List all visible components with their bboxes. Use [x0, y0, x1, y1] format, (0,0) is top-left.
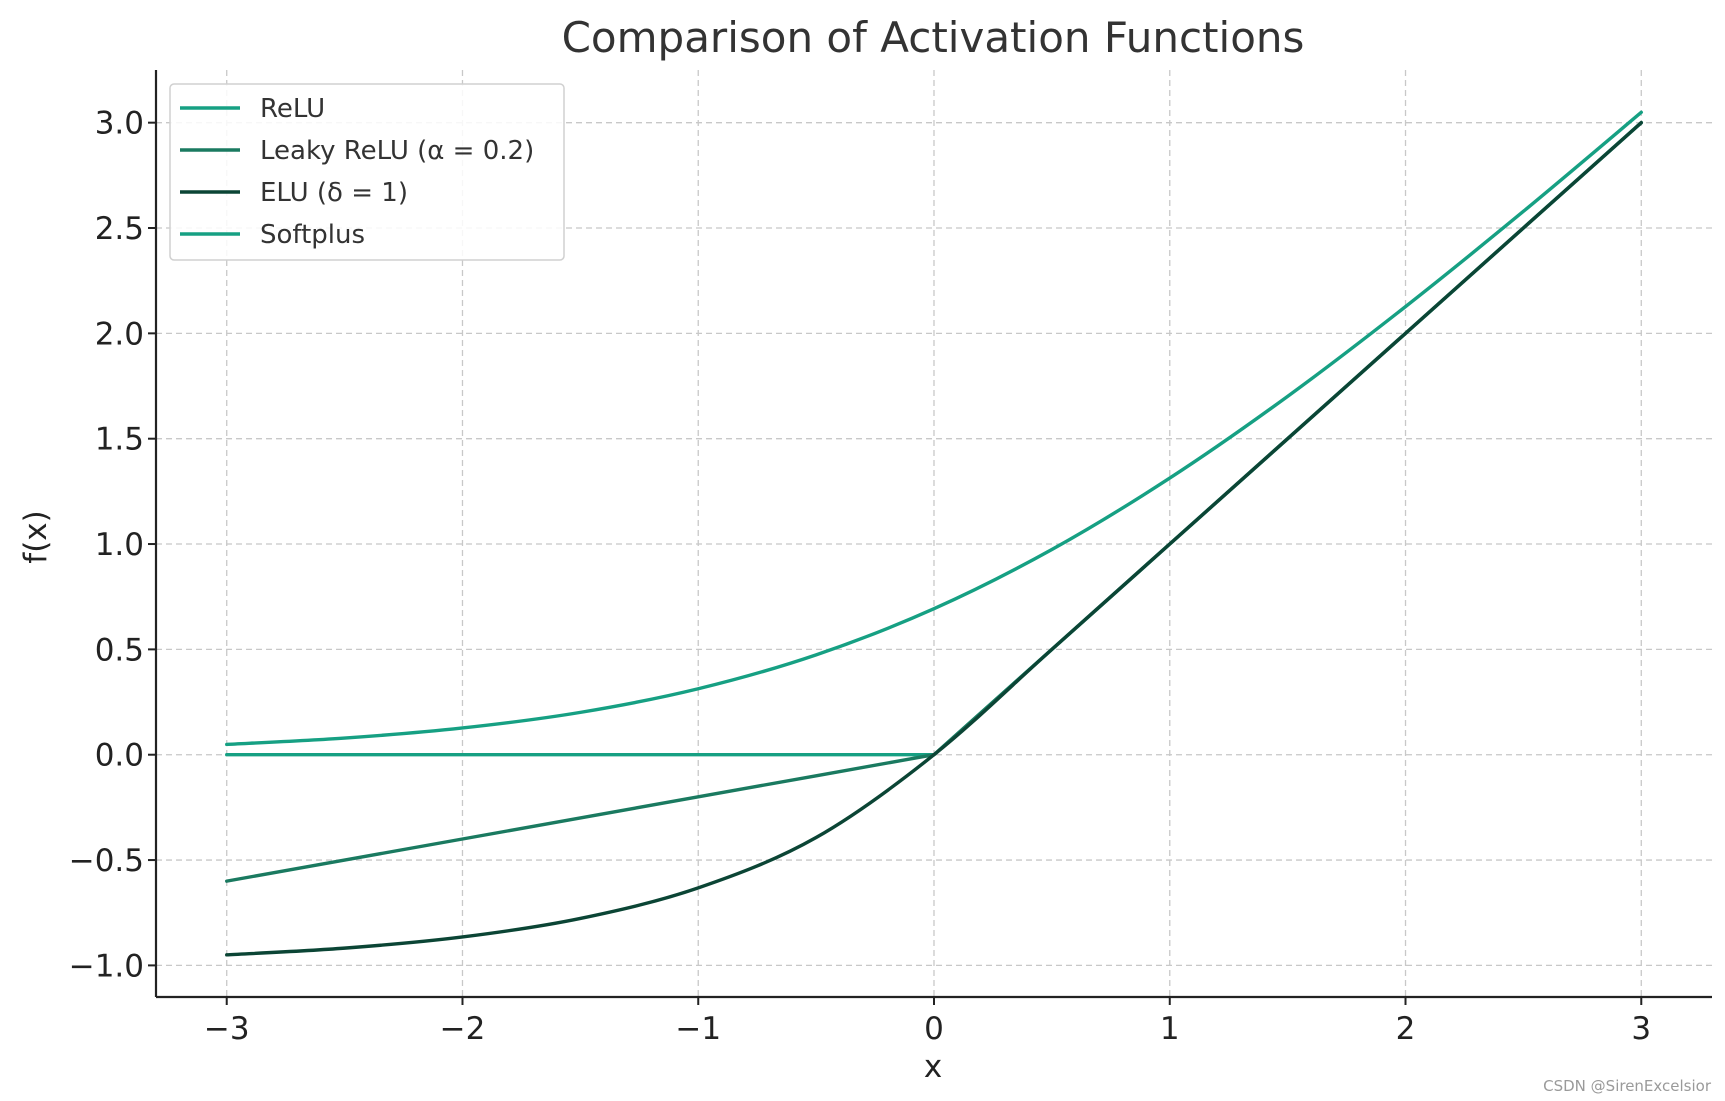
x-tick-label: −3 [204, 1011, 250, 1047]
x-axis-label: x [924, 1049, 942, 1085]
x-tick-label: −2 [440, 1011, 486, 1047]
legend-label: ELU (δ = 1) [260, 178, 408, 208]
x-tick-label: 0 [924, 1011, 944, 1047]
legend-label: Softplus [260, 220, 365, 250]
series-lines [225, 110, 1643, 957]
x-tick-label: −1 [675, 1011, 721, 1047]
y-tick-label: 1.5 [95, 422, 144, 458]
series-line-softplus [225, 110, 1643, 747]
legend-label: ReLU [260, 94, 325, 124]
legend: ReLU Leaky ReLU (α = 0.2) ELU (δ = 1) Softp… [169, 83, 565, 261]
x-tick-label: 2 [1396, 1011, 1416, 1047]
y-axis-label: f(x) [18, 510, 54, 563]
x-tick-label: 3 [1631, 1011, 1651, 1047]
y-tick-label: 0.5 [95, 632, 144, 668]
y-tick-label: −1.0 [69, 948, 144, 984]
y-tick-label: 0.0 [95, 738, 144, 774]
ticks: −3 −2 −1 0 1 2 3 −1.0 −0.5 0.0 0.5 1.0 1.5 2.0 2.5 3.0 [69, 106, 1651, 1047]
watermark: CSDN @SirenExcelsior [1543, 1077, 1711, 1095]
y-tick-label: 1.0 [95, 527, 144, 563]
series-line-elu [225, 120, 1643, 957]
chart-title: Comparison of Activation Functions [562, 13, 1305, 62]
x-tick-label: 1 [1160, 1011, 1180, 1047]
y-tick-label: 2.0 [95, 316, 144, 352]
legend-label: Leaky ReLU (α = 0.2) [260, 136, 534, 166]
y-tick-label: 2.5 [95, 211, 144, 247]
y-tick-label: 3.0 [95, 106, 144, 142]
legend-box [169, 83, 565, 261]
y-tick-label: −0.5 [69, 843, 144, 879]
